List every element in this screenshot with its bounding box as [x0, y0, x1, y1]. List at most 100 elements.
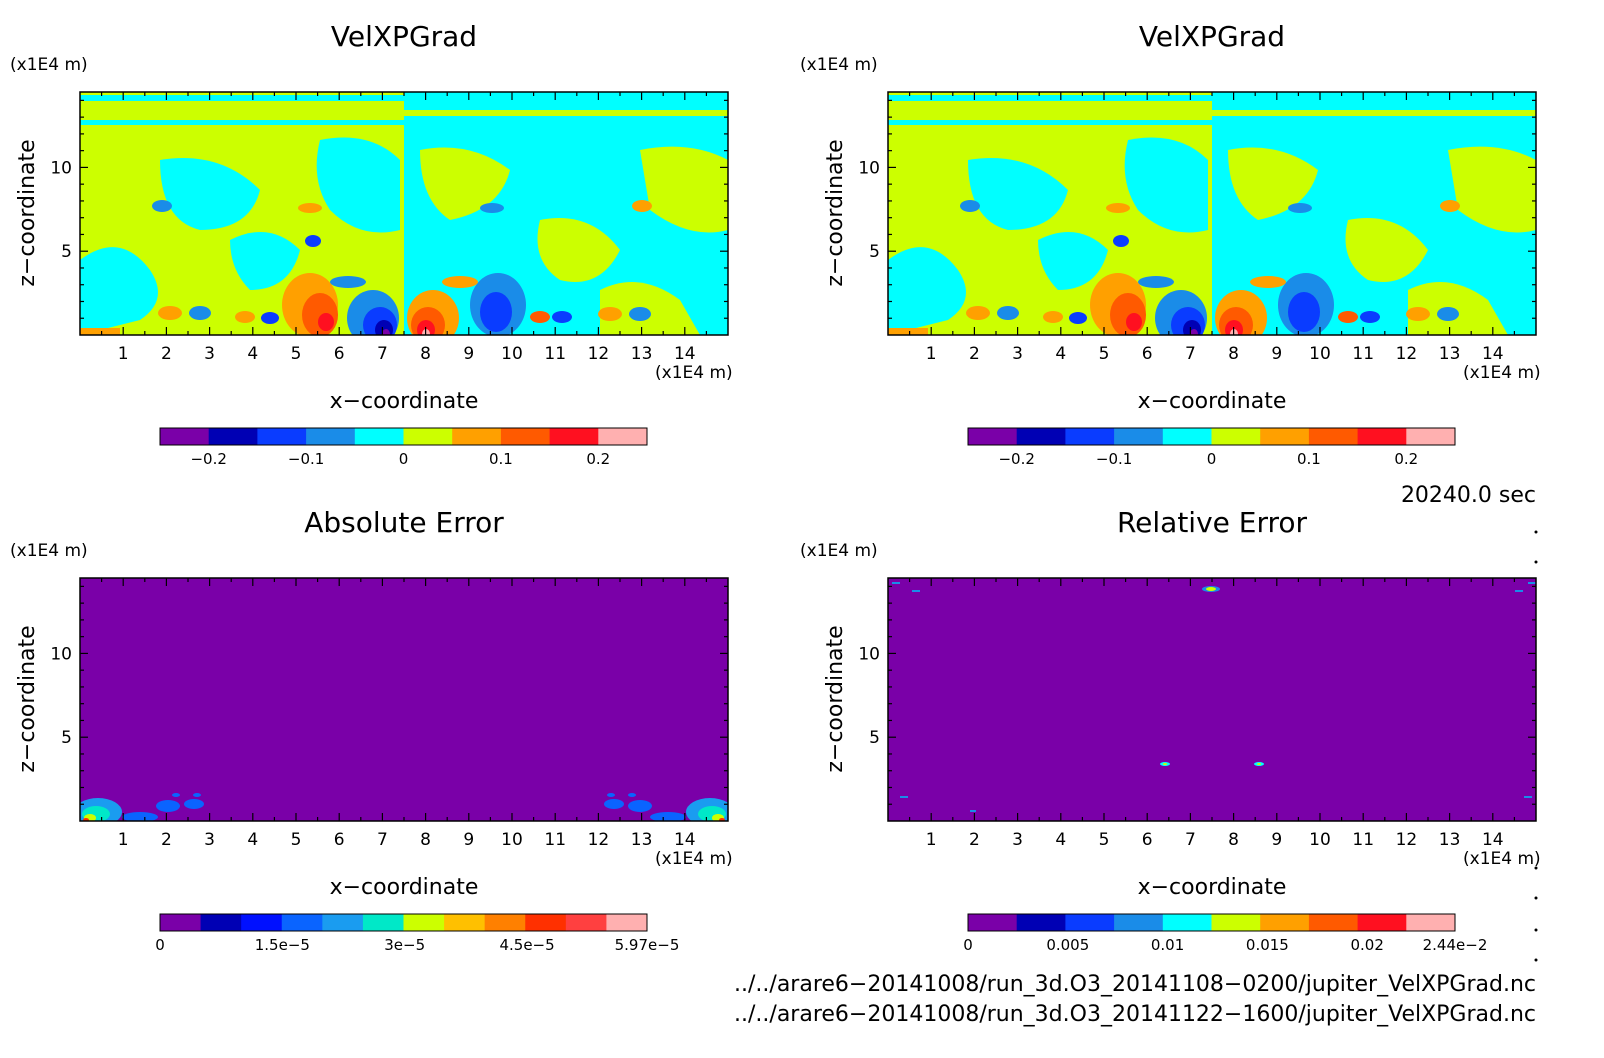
colorbar-swatch — [322, 914, 364, 931]
contour-orange-8 — [1440, 200, 1460, 212]
colorbar-swatch — [160, 914, 202, 931]
x-tick-label: 6 — [1142, 344, 1153, 364]
colorbar-swatch — [257, 428, 307, 445]
colorbar-swatch — [549, 428, 599, 445]
z-tick-label: 5 — [869, 242, 880, 262]
x-tick-label: 7 — [377, 830, 388, 850]
x-tick-label: 1 — [118, 344, 129, 364]
error-spot-left-8 — [172, 793, 180, 797]
x-tick-label: 9 — [463, 830, 474, 850]
colorbar-frame — [967, 427, 1456, 446]
contour-orange-9 — [298, 203, 322, 213]
panel-title: Relative Error — [1117, 506, 1308, 539]
colorbar-swatch — [1260, 914, 1310, 931]
z-ticks: 5 10 — [50, 99, 728, 319]
band-top-1 — [888, 95, 1536, 101]
contour-field — [80, 578, 728, 821]
x-ticks: 1 2 3 4 5 6 7 8 9 10 11 12 13 14 — [908, 578, 1516, 850]
contour-lightblue-3 — [189, 306, 211, 320]
x-tick-label: 10 — [1309, 830, 1331, 850]
z-tick-label: 10 — [50, 644, 72, 664]
colorbar-tick-label: 2.44e−2 — [1423, 936, 1488, 954]
x-tick-label: 8 — [1228, 830, 1239, 850]
colorbar-tick-label: −0.2 — [998, 450, 1034, 468]
contour-red-1 — [1126, 313, 1142, 331]
x-tick-label: 10 — [501, 344, 523, 364]
contour-orange-3 — [158, 306, 182, 320]
colorbar-tick-label: 4.5e−5 — [499, 936, 554, 954]
x-axis-label: x−coordinate — [330, 389, 479, 414]
x-tick-label: 8 — [420, 830, 431, 850]
z-unit-label: (x1E4 m) — [800, 55, 878, 75]
colorbar-tick-label: 3e−5 — [384, 936, 425, 954]
contour-lightblue-8 — [152, 200, 172, 212]
contour-purple-1 — [1190, 329, 1198, 335]
contour-lightblue-3 — [997, 306, 1019, 320]
x-unit-label: (x1E4 m) — [1463, 849, 1541, 869]
blob-cyan-left-3 — [230, 232, 300, 290]
x-tick-label: 13 — [1439, 344, 1461, 364]
x-tick-label: 4 — [247, 344, 258, 364]
x-tick-label: 4 — [247, 830, 258, 850]
x-tick-label: 14 — [1482, 830, 1504, 850]
x-tick-label: 13 — [1439, 830, 1461, 850]
contour-field — [888, 92, 1536, 335]
x-unit-label: (x1E4 m) — [1463, 363, 1541, 383]
contour-orange-5 — [530, 311, 550, 323]
colorbar-tick-label: 0.005 — [1046, 936, 1089, 954]
colorbar-tick-label: −0.1 — [1096, 450, 1132, 468]
contour-lightblue-7 — [330, 276, 366, 288]
colorbar-frame — [159, 427, 648, 446]
error-spot-mid-4 — [1257, 763, 1261, 765]
error-spot-right-8 — [628, 793, 636, 797]
blob-yellow-right-1 — [1228, 147, 1318, 220]
x-tick-label: 1 — [926, 830, 937, 850]
colorbar-swatch — [1357, 428, 1407, 445]
x-tick-label: 8 — [420, 344, 431, 364]
colorbar-swatch — [1357, 914, 1407, 931]
z-unit-label: (x1E4 m) — [800, 541, 878, 561]
field-background — [888, 578, 1536, 821]
contour-field — [888, 578, 1536, 821]
panel-top-right: VelXPGrad (x1E4 m) z−coordinate — [800, 20, 1541, 468]
blob-yellow-right-4 — [1408, 282, 1508, 335]
y-axis-label: z−coordinate — [15, 625, 40, 772]
colorbar-swatch — [1162, 428, 1212, 445]
x-ticks: 1 2 3 4 5 6 7 8 9 10 11 12 13 14 — [100, 92, 708, 364]
contour-lightblue-10 — [1288, 203, 1312, 213]
colorbar-frame — [967, 913, 1456, 932]
error-edge-1 — [892, 582, 900, 584]
y-axis-label: z−coordinate — [15, 139, 40, 286]
colorbar: −0.2 −0.1 0 0.1 0.2 — [967, 427, 1456, 468]
error-spot-right-9 — [607, 793, 615, 797]
x-tick-label: 4 — [1055, 344, 1066, 364]
colorbar-swatch — [1260, 428, 1310, 445]
panel-top-left: VelXPGrad (x1E4 m) z−coordinate — [10, 20, 733, 468]
colorbar-swatch — [1016, 914, 1066, 931]
blob-yellow-right-2 — [1345, 218, 1428, 282]
x-tick-label: 1 — [926, 344, 937, 364]
z-unit-label: (x1E4 m) — [10, 541, 88, 561]
contour-blue-2 — [480, 292, 512, 332]
blob-yellow-right-1 — [420, 147, 510, 220]
error-spot-right-7 — [604, 799, 624, 809]
colorbar-swatch — [598, 428, 648, 445]
z-ticks: 5 10 — [858, 99, 1536, 319]
blob-yellow-right-4 — [600, 282, 700, 335]
colorbar-swatch — [1406, 914, 1456, 931]
colorbar-swatch — [968, 914, 1018, 931]
colorbar-swatch — [1065, 914, 1115, 931]
contour-lightblue-8 — [960, 200, 980, 212]
colorbar-swatch — [565, 914, 607, 931]
margin-dot — [1534, 928, 1538, 932]
blob-yellow-right-3 — [640, 146, 728, 233]
panel-title: VelXPGrad — [1139, 20, 1285, 53]
z-tick-label: 10 — [858, 644, 880, 664]
panel-title: Absolute Error — [304, 506, 504, 539]
x-axis-label: x−coordinate — [1138, 875, 1287, 900]
colorbar-tick-label: 0.1 — [489, 450, 513, 468]
colorbar-swatch — [354, 428, 404, 445]
margin-dot — [1534, 560, 1538, 564]
